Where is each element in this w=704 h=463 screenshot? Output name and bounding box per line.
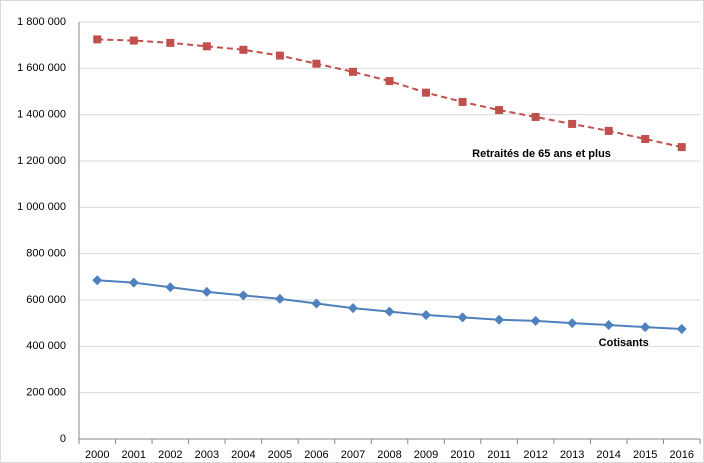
x-tick-label: 2008 <box>377 449 401 461</box>
marker <box>530 315 541 326</box>
marker <box>311 298 322 309</box>
x-tick-label: 2003 <box>195 449 219 461</box>
marker <box>457 312 468 323</box>
marker <box>495 106 504 115</box>
y-tick-label: 1 600 000 <box>17 62 66 74</box>
y-tick-label: 400 000 <box>26 340 66 352</box>
marker <box>128 277 139 288</box>
x-tick-label: 2016 <box>669 449 693 461</box>
x-tick-label: 2015 <box>633 449 657 461</box>
y-tick-label: 0 <box>60 433 66 445</box>
y-tick-label: 1 800 000 <box>17 16 66 28</box>
marker <box>385 77 394 86</box>
x-tick-label: 2014 <box>596 449 620 461</box>
marker <box>677 143 686 152</box>
marker <box>603 320 614 331</box>
series-label: Retraités de 65 ans et plus <box>472 148 611 160</box>
x-tick-label: 2005 <box>268 449 292 461</box>
marker <box>275 51 284 60</box>
x-tick-label: 2013 <box>560 449 584 461</box>
marker <box>422 88 431 97</box>
marker <box>92 275 103 286</box>
marker <box>129 36 138 45</box>
marker <box>641 134 650 143</box>
marker <box>604 126 613 135</box>
marker <box>421 310 432 321</box>
x-tick-label: 2006 <box>304 449 328 461</box>
x-tick-label: 2009 <box>414 449 438 461</box>
marker <box>312 59 321 68</box>
y-tick-label: 800 000 <box>26 248 66 260</box>
y-tick-label: 600 000 <box>26 294 66 306</box>
x-tick-label: 2012 <box>523 449 547 461</box>
x-tick-label: 2004 <box>231 449 255 461</box>
x-tick-label: 2011 <box>487 449 511 461</box>
marker <box>568 119 577 128</box>
marker <box>166 38 175 47</box>
x-tick-label: 2007 <box>341 449 365 461</box>
y-tick-label: 1 400 000 <box>17 109 66 121</box>
marker <box>274 293 285 304</box>
marker <box>458 97 467 106</box>
marker <box>384 306 395 317</box>
marker <box>676 323 687 334</box>
y-tick-label: 200 000 <box>26 387 66 399</box>
marker <box>202 42 211 51</box>
series-label: Cotisants <box>599 337 649 349</box>
x-tick-label: 2000 <box>85 449 109 461</box>
x-tick-label: 2001 <box>122 449 146 461</box>
marker <box>640 322 651 333</box>
y-tick-label: 1 000 000 <box>17 201 66 213</box>
marker <box>165 282 176 293</box>
x-tick-label: 2010 <box>450 449 474 461</box>
marker <box>348 67 357 76</box>
marker <box>201 286 212 297</box>
marker <box>567 318 578 329</box>
marker <box>239 45 248 54</box>
marker <box>347 303 358 314</box>
y-tick-label: 1 200 000 <box>17 155 66 167</box>
marker <box>93 35 102 44</box>
marker <box>238 290 249 301</box>
x-tick-label: 2002 <box>158 449 182 461</box>
marker <box>531 112 540 121</box>
marker <box>494 314 505 325</box>
